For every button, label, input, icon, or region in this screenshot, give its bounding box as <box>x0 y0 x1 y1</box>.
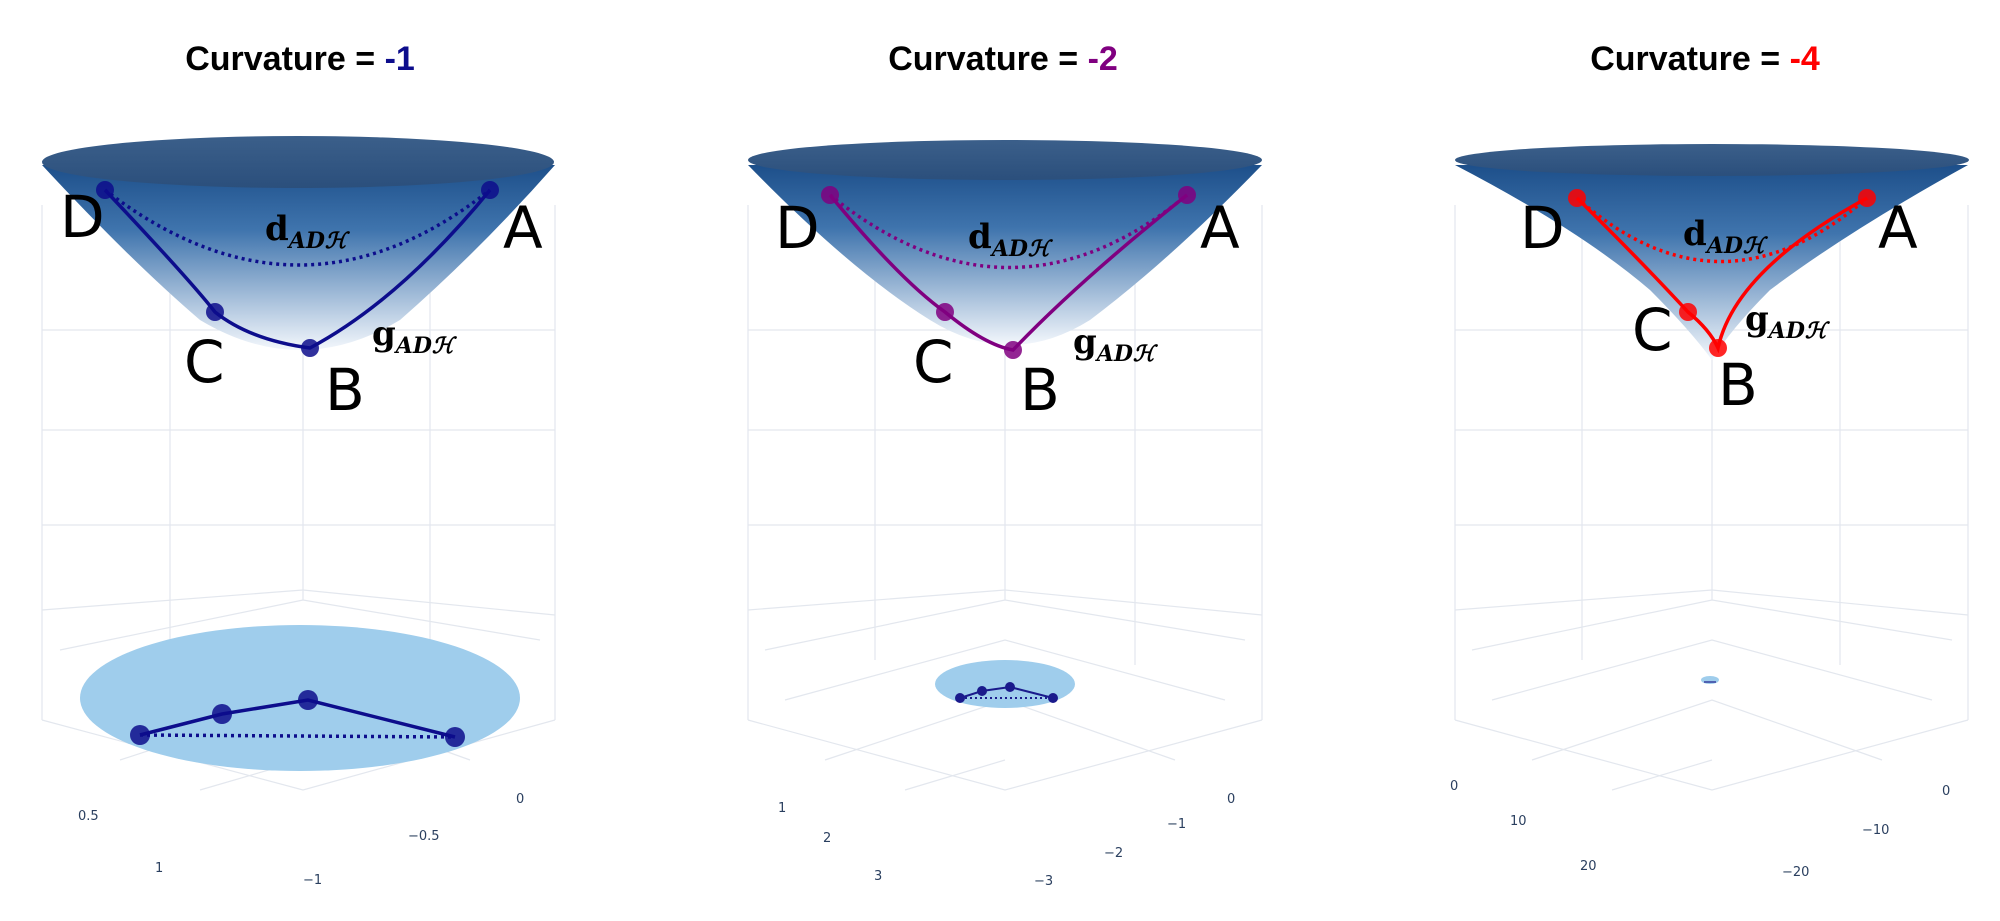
axes-grid <box>747 205 1263 791</box>
point-d-marker <box>1568 189 1586 207</box>
point-label-a: A <box>503 194 543 262</box>
point-c-marker <box>206 303 224 321</box>
distance-label: dADℋ <box>1683 214 1769 259</box>
geodesic-label: gADℋ <box>1073 322 1159 367</box>
tick-label: 10 <box>1510 814 1527 829</box>
geodesic-curves <box>103 188 492 350</box>
tick-label: −20 <box>1782 865 1809 880</box>
disk-point-marker <box>212 704 232 724</box>
point-b-marker <box>301 339 319 357</box>
point-label-b: B <box>325 356 365 424</box>
disk-point-marker <box>130 725 150 745</box>
geodesic-label: gADℋ <box>372 314 458 359</box>
tick-label: 3 <box>874 869 882 884</box>
point-label-b: B <box>1718 351 1758 419</box>
point-a-marker <box>481 181 499 199</box>
geodesic-curves <box>1575 196 1869 354</box>
point-label-a: A <box>1878 194 1918 262</box>
panel-title: Curvature = -4 <box>1590 40 1820 78</box>
panel-title: Curvature = -2 <box>888 40 1118 78</box>
tick-label: 0 <box>516 792 524 807</box>
tick-label: 0 <box>1942 784 1950 799</box>
hyperboloid-surface <box>748 140 1262 345</box>
poincare-disk <box>1701 676 1719 684</box>
axis-ticks: 1 2 3 0 −1 −2 −3 <box>778 792 1235 889</box>
point-label-a: A <box>1200 194 1240 262</box>
point-c-marker <box>1679 303 1697 321</box>
point-a-marker <box>1178 186 1196 204</box>
disk-point-marker <box>1005 682 1015 692</box>
poincare-disk <box>935 660 1075 708</box>
tick-label: 0 <box>1450 779 1458 794</box>
disk-point-marker <box>298 690 318 710</box>
disk-point-marker <box>977 686 987 696</box>
tick-label: −1 <box>303 873 322 888</box>
axis-ticks: 0.5 1 0 −0.5 −1 <box>78 792 524 888</box>
tick-label: 0.5 <box>78 809 99 824</box>
disk-point-marker <box>955 693 965 703</box>
point-b-marker <box>1709 339 1727 357</box>
point-c-marker <box>936 303 954 321</box>
axis-ticks: 0 10 20 0 −10 −20 <box>1450 779 1950 880</box>
point-d-marker <box>96 181 114 199</box>
geodesic-curves <box>828 193 1189 352</box>
tick-label: −3 <box>1034 874 1053 889</box>
distance-label: dADℋ <box>968 217 1054 262</box>
panel-title: Curvature = -1 <box>185 40 415 78</box>
tick-label: −10 <box>1862 823 1889 838</box>
curvature-value: -2 <box>1088 40 1118 78</box>
point-label-c: C <box>913 328 954 396</box>
surface-points <box>96 181 499 357</box>
point-label-d: D <box>775 194 820 262</box>
surface-points <box>1568 189 1876 357</box>
point-label-c: C <box>1632 296 1673 364</box>
disk-point-marker <box>1048 693 1058 703</box>
surface-points <box>821 186 1196 359</box>
curvature-value: -4 <box>1790 40 1820 78</box>
point-a-marker <box>1858 189 1876 207</box>
panel-curvature-2: Curvature = -2 <box>747 40 1263 889</box>
poincare-disk <box>80 625 520 771</box>
panel-curvature-4: Curvature = -4 <box>1450 40 1969 880</box>
point-b-marker <box>1004 341 1022 359</box>
point-label-d: D <box>1520 194 1565 262</box>
panel-curvature-1: Curvature = -1 <box>41 40 556 888</box>
curvature-value: -1 <box>385 40 415 78</box>
disk-point-marker <box>445 727 465 747</box>
tick-label: −2 <box>1104 846 1123 861</box>
point-label-b: B <box>1020 356 1060 424</box>
distance-label: dADℋ <box>265 209 351 254</box>
geodesic-label: gADℋ <box>1745 299 1831 344</box>
point-label-d: D <box>60 183 105 251</box>
point-label-c: C <box>184 328 225 396</box>
tick-label: −1 <box>1167 817 1186 832</box>
tick-label: −0.5 <box>408 829 440 844</box>
tick-label: 20 <box>1580 859 1597 874</box>
tick-label: 0 <box>1227 792 1235 807</box>
tick-label: 1 <box>155 861 163 876</box>
tick-label: 2 <box>823 831 831 846</box>
tick-label: 1 <box>778 801 786 816</box>
hyperboloid-surface <box>42 136 555 350</box>
point-d-marker <box>821 186 839 204</box>
